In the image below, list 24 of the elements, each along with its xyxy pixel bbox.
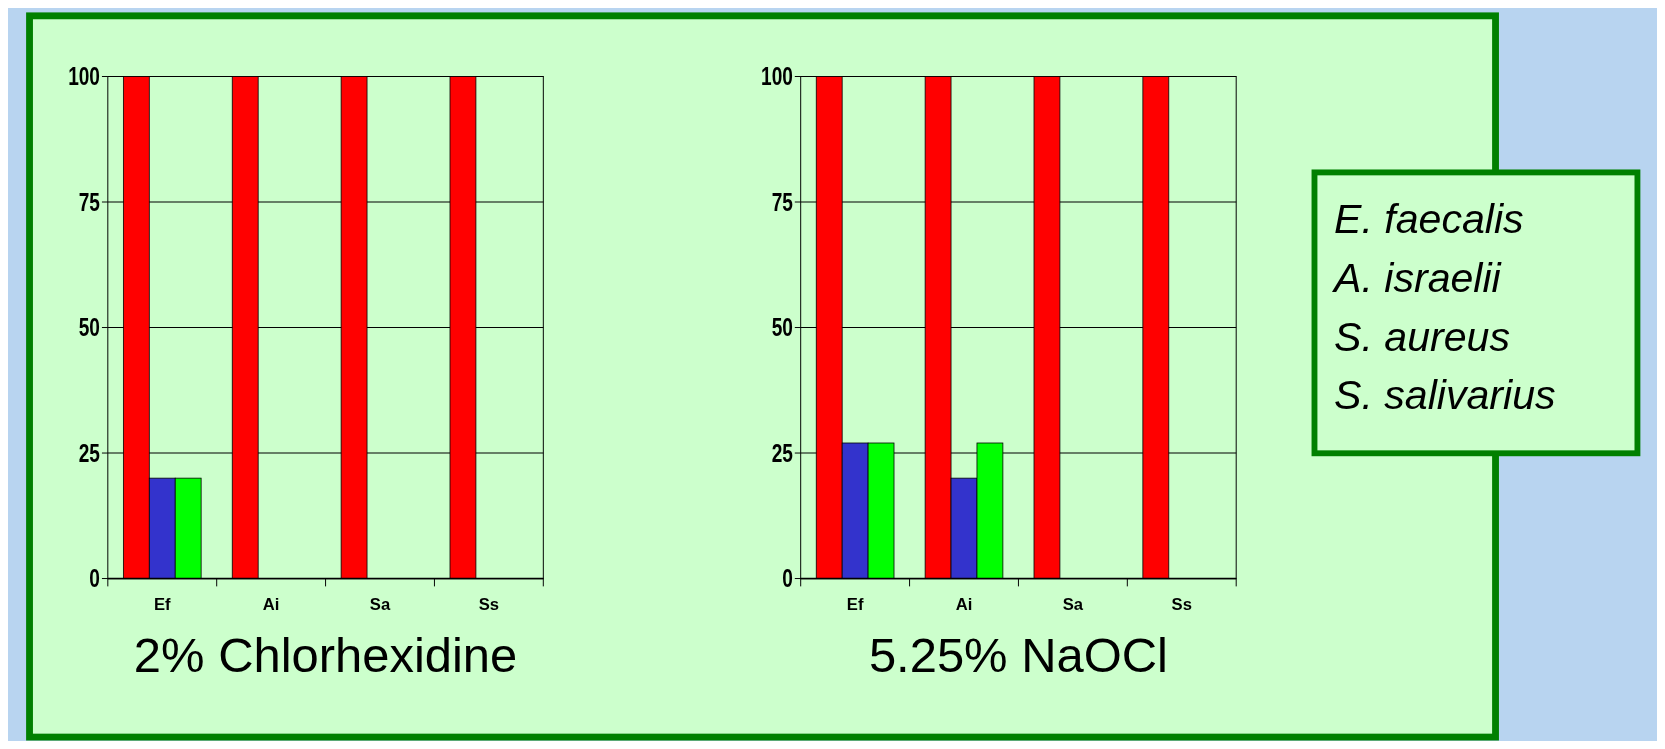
y-tick-label: 50 xyxy=(78,313,100,343)
x-tick-label: Ef xyxy=(153,594,172,614)
y-tick-label: 75 xyxy=(78,188,100,217)
text: E. faecalis xyxy=(1334,196,1524,243)
text: S. aureus xyxy=(1334,313,1510,360)
x-tick-label: Sa xyxy=(1062,594,1084,614)
y-tick-label: 25 xyxy=(78,439,100,468)
x-tick-label: Ss xyxy=(478,594,500,614)
text: A. israelii xyxy=(1331,254,1503,301)
x-axis-title: 2% Chlorhexidine xyxy=(133,627,518,682)
x-tick-label: Ai xyxy=(955,594,973,614)
y-tick-label: 100 xyxy=(68,62,100,92)
text: S. salivarius xyxy=(1334,372,1556,419)
x-tick-label: Ef xyxy=(846,594,864,614)
y-tick-label: 0 xyxy=(89,564,100,594)
y-tick-label: 25 xyxy=(771,439,793,468)
x-tick-label: Ai xyxy=(262,594,280,614)
y-tick-label: 100 xyxy=(761,62,793,92)
y-tick-label: 75 xyxy=(771,188,793,217)
x-axis-title: 5.25% NaOCl xyxy=(868,627,1168,682)
y-tick-label: 50 xyxy=(771,313,793,343)
x-tick-label: Ss xyxy=(1171,594,1192,614)
x-tick-label: Sa xyxy=(369,594,391,614)
y-tick-label: 0 xyxy=(782,564,793,594)
